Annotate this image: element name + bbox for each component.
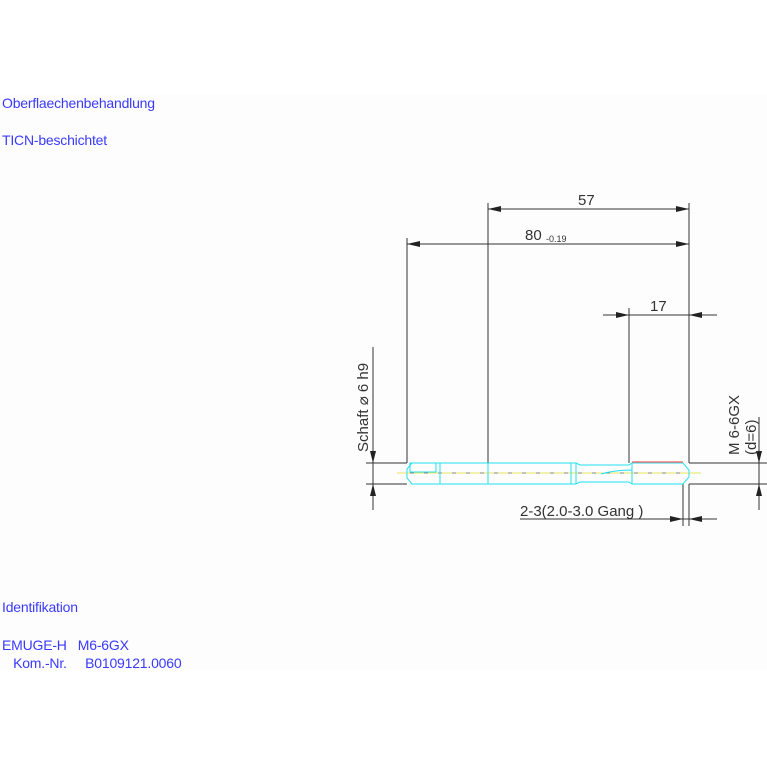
dimension-57: 57: [488, 192, 689, 212]
dimension-57-label: 57: [578, 192, 595, 209]
surface-treatment-value: TICN-beschichtet: [2, 132, 107, 148]
tap-outline: [397, 461, 701, 485]
dimension-80-label: 80: [525, 227, 542, 244]
dimension-17-label: 17: [650, 298, 667, 315]
shank-diameter-label: Schaft ⌀ 6 h9: [355, 363, 372, 452]
extension-lines: [366, 203, 767, 526]
surface-treatment-heading: Oberflaechenbehandlung: [2, 95, 155, 111]
dimension-thread: M 6-6GX (d=6): [726, 395, 762, 510]
dimension-shank: Schaft ⌀ 6 h9: [355, 347, 376, 510]
drawing-sheet: [0, 95, 767, 670]
dimension-chamfer: 2-3(2.0-3.0 Gang ): [520, 503, 717, 522]
identification-heading: Identifikation: [2, 599, 78, 615]
thread-size-label: M 6-6GX: [726, 395, 743, 455]
identification-line-2: Kom.-Nr. B0109121.0060: [2, 655, 182, 671]
dimension-80-tolerance: -0.19: [546, 234, 567, 244]
thread-d-label: (d=6): [743, 420, 760, 455]
dimension-17: 17: [603, 298, 717, 318]
dimension-80: 80 -0.19: [407, 227, 689, 247]
chamfer-label: 2-3(2.0-3.0 Gang ): [520, 503, 643, 520]
identification-line-1: EMUGE-H M6-6GX: [2, 637, 129, 653]
